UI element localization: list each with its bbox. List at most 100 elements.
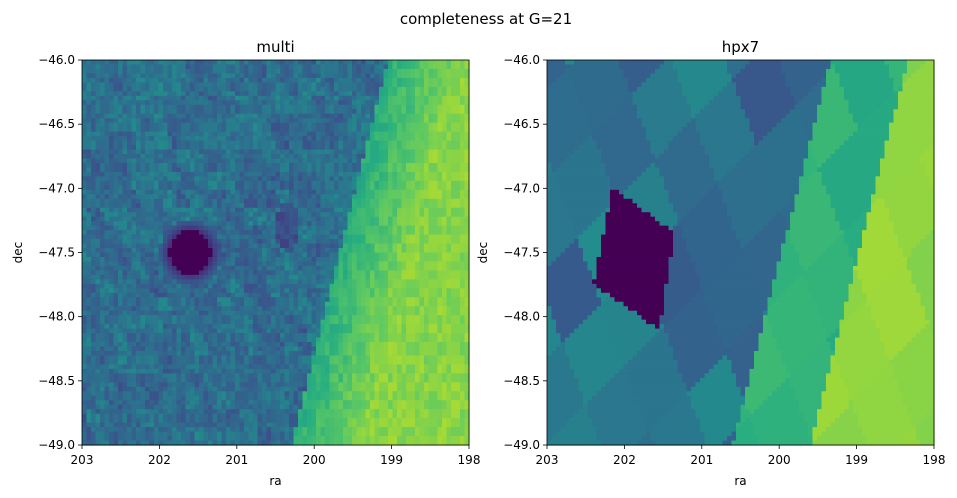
heatmap-cell <box>163 355 169 361</box>
heatmap-cell <box>167 91 173 97</box>
heatmap-cell <box>109 382 115 388</box>
heatmap-cell <box>221 60 227 66</box>
heatmap-cell <box>199 436 205 442</box>
heatmap-cell <box>158 216 164 222</box>
heatmap-cell <box>181 239 187 245</box>
heatmap-cell <box>217 409 223 415</box>
heatmap-cell <box>158 162 164 169</box>
heatmap-cell <box>307 386 313 392</box>
heatmap-cell <box>203 373 209 379</box>
heatmap-cell <box>266 333 272 339</box>
heatmap-cell <box>217 158 223 164</box>
heatmap-cell <box>149 104 155 110</box>
heatmap-cell <box>284 149 290 155</box>
heatmap-cell <box>109 350 115 357</box>
heatmap-cell <box>136 149 142 155</box>
heatmap-cell <box>190 391 196 397</box>
heatmap-cell <box>109 86 115 92</box>
heatmap-cell <box>136 279 142 285</box>
heatmap-cell <box>280 86 286 92</box>
heatmap-cell <box>118 440 124 446</box>
heatmap-cell <box>82 427 88 433</box>
heatmap-cell <box>230 350 236 357</box>
heatmap-cell <box>100 68 106 75</box>
heatmap-cell <box>113 350 119 357</box>
heatmap-cell <box>239 109 245 115</box>
heatmap-cell <box>91 118 97 124</box>
heatmap-cell <box>284 140 290 146</box>
heatmap-cell <box>226 431 232 437</box>
heatmap-cell <box>325 154 331 160</box>
heatmap-cell <box>194 189 200 195</box>
heatmap-cell <box>82 422 88 428</box>
heatmap-cell <box>149 176 155 182</box>
heatmap-cell <box>86 243 92 249</box>
heatmap-cell <box>91 113 97 119</box>
heatmap-cell <box>325 91 331 97</box>
heatmap-cell <box>167 167 173 173</box>
heatmap-cell <box>257 131 263 137</box>
heatmap-cell <box>289 310 295 316</box>
heatmap-cell <box>172 261 178 267</box>
heatmap-cell <box>221 391 227 397</box>
heatmap-cell <box>275 350 281 357</box>
heatmap-cell <box>329 198 335 204</box>
heatmap-cell <box>190 91 196 97</box>
heatmap-cell <box>320 386 326 392</box>
heatmap-cell <box>244 203 250 209</box>
heatmap-cell <box>163 185 169 191</box>
heatmap-cell <box>338 359 344 366</box>
heatmap-cell <box>149 427 155 433</box>
heatmap-cell <box>325 149 331 155</box>
heatmap-cell <box>176 176 182 182</box>
heatmap-cell <box>131 136 137 142</box>
heatmap-cell <box>199 319 205 325</box>
heatmap-cell <box>118 274 124 280</box>
heatmap-cell <box>311 207 317 213</box>
heatmap-cell <box>203 221 209 227</box>
heatmap-cell <box>217 95 223 101</box>
heatmap-cell <box>172 440 178 446</box>
heatmap-cell <box>176 203 182 209</box>
heatmap-cell <box>253 400 259 406</box>
heatmap-cell <box>95 64 101 70</box>
heatmap-cell <box>122 283 128 289</box>
heatmap-cell <box>100 64 106 70</box>
heatmap-cell <box>316 64 322 70</box>
heatmap-cell <box>275 154 281 160</box>
heatmap-cell <box>221 256 227 263</box>
heatmap-cell <box>293 230 299 236</box>
heatmap-cell <box>298 194 304 200</box>
heatmap-cell <box>131 261 137 267</box>
heatmap-cell <box>248 404 254 410</box>
heatmap-cell <box>199 409 205 415</box>
heatmap-cell <box>262 230 268 236</box>
heatmap-cell <box>257 292 263 298</box>
heatmap-cell <box>113 283 119 289</box>
heatmap-cell <box>329 418 335 424</box>
heatmap-cell <box>320 68 326 75</box>
heatmap-cell <box>100 431 106 437</box>
heatmap-cell <box>176 73 182 79</box>
heatmap-cell <box>307 355 313 361</box>
heatmap-cell <box>104 145 110 151</box>
heatmap-cell <box>311 171 317 177</box>
heatmap-cell <box>262 315 268 321</box>
heatmap-cell <box>118 127 124 133</box>
heatmap-cell <box>289 60 295 66</box>
heatmap-cell <box>221 377 227 383</box>
heatmap-cell <box>338 395 344 401</box>
heatmap-cell <box>293 283 299 289</box>
heatmap-cell <box>131 382 137 388</box>
heatmap-cell <box>329 158 335 164</box>
heatmap-cell <box>221 73 227 79</box>
heatmap-cell <box>266 225 272 231</box>
heatmap-cell <box>284 100 290 106</box>
heatmap-cell <box>302 377 308 383</box>
heatmap-cell <box>104 409 110 415</box>
heatmap-cell <box>325 431 331 437</box>
heatmap-cell <box>316 261 322 267</box>
heatmap-cell <box>325 185 331 191</box>
heatmap-cell <box>86 176 92 182</box>
heatmap-cell <box>145 194 151 200</box>
